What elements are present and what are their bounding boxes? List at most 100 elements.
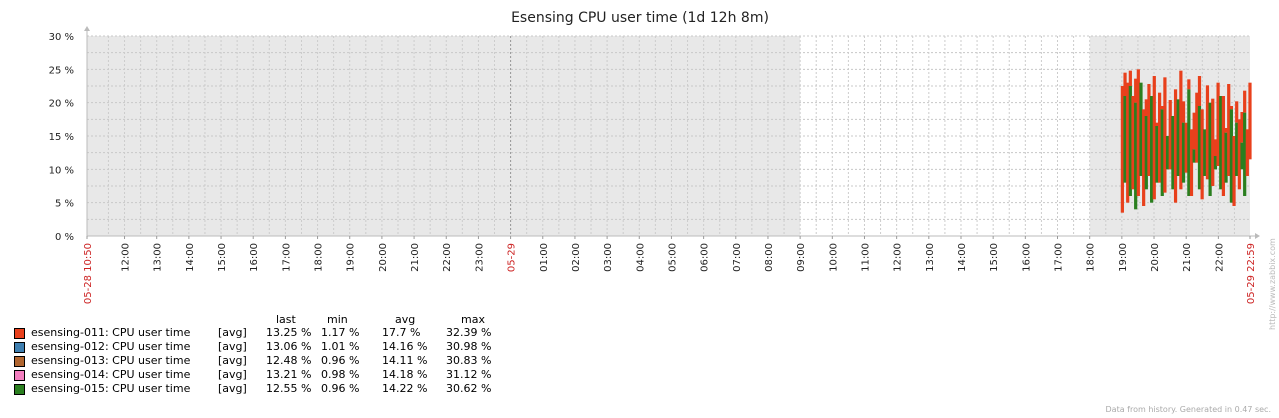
series-011-bar bbox=[1211, 98, 1215, 186]
series-015-bar bbox=[1150, 96, 1154, 203]
series-015-bar bbox=[1160, 109, 1164, 196]
x-tick-label: 21:00 bbox=[1182, 243, 1193, 272]
legend-swatch bbox=[14, 328, 25, 339]
y-tick-label: 10 % bbox=[49, 165, 74, 176]
legend-max: 31.12 % bbox=[446, 368, 492, 381]
legend-last: 12.55 % bbox=[266, 382, 312, 395]
legend-avg: 14.18 % bbox=[382, 368, 428, 381]
x-tick-label: 03:00 bbox=[603, 243, 614, 272]
y-tick-label: 15 % bbox=[49, 132, 74, 143]
series-011-bar bbox=[1216, 82, 1220, 166]
series-015-bar bbox=[1128, 86, 1132, 196]
x-tick-label: 08:00 bbox=[764, 243, 775, 272]
legend-max: 30.62 % bbox=[446, 382, 492, 395]
x-start-label: 05-28 10:50 bbox=[83, 243, 94, 304]
series-011-bar bbox=[1232, 136, 1236, 206]
x-tick-label: 20:00 bbox=[1150, 243, 1161, 272]
series-015-bar bbox=[1240, 142, 1244, 170]
x-midnight-label: 05-29 bbox=[507, 243, 518, 272]
legend-swatch bbox=[14, 356, 25, 367]
legend-series-name: esensing-013: CPU user time bbox=[31, 354, 191, 367]
series-011-bar bbox=[1224, 128, 1228, 133]
x-tick-label: 13:00 bbox=[925, 243, 936, 272]
series-015-bar bbox=[1165, 136, 1170, 170]
x-tick-label: 12:00 bbox=[121, 243, 132, 272]
series-011-bar bbox=[1168, 100, 1172, 170]
legend-avg: 14.16 % bbox=[382, 340, 428, 353]
series-011-bar bbox=[1173, 89, 1178, 203]
legend-min: 1.01 % bbox=[321, 340, 360, 353]
x-tick-label: 22:00 bbox=[1214, 243, 1225, 272]
legend-stat: [avg] bbox=[218, 340, 247, 353]
x-tick-label: 21:00 bbox=[410, 243, 421, 272]
legend-last: 13.21 % bbox=[266, 368, 312, 381]
y-tick-label: 5 % bbox=[55, 199, 74, 210]
series-011-bar bbox=[1221, 96, 1226, 196]
series-015-bar bbox=[1176, 99, 1180, 176]
series-011-bar bbox=[1163, 77, 1167, 193]
x-tick-label: 16:00 bbox=[249, 243, 260, 272]
legend-min: 0.96 % bbox=[321, 354, 360, 367]
legend-stat: [avg] bbox=[218, 354, 247, 367]
x-tick-label: 15:00 bbox=[989, 243, 1000, 272]
x-tick-label: 04:00 bbox=[635, 243, 646, 272]
x-tick-label: 09:00 bbox=[796, 243, 807, 272]
legend-series-name: esensing-011: CPU user time bbox=[31, 326, 191, 339]
series-011-bar bbox=[1160, 106, 1164, 110]
series-015-bar bbox=[1208, 102, 1212, 196]
series-011-bar bbox=[1189, 129, 1194, 196]
series-011-bar bbox=[1147, 84, 1151, 176]
series-011-bar bbox=[1248, 82, 1252, 160]
legend-series-name: esensing-012: CPU user time bbox=[31, 340, 191, 353]
series-015-bar bbox=[1224, 132, 1228, 183]
x-tick-label: 12:00 bbox=[893, 243, 904, 272]
series-015-bar bbox=[1181, 122, 1186, 183]
series-011-bar bbox=[1128, 70, 1132, 86]
y-tick-label: 30 % bbox=[49, 32, 74, 43]
legend-stat: [avg] bbox=[218, 326, 247, 339]
legend-stat: [avg] bbox=[218, 382, 247, 395]
legend-avg: 14.11 % bbox=[382, 354, 428, 367]
legend-series-name: esensing-014: CPU user time bbox=[31, 368, 191, 381]
series-011-bar bbox=[1229, 106, 1233, 110]
series-015-bar bbox=[1213, 156, 1218, 170]
legend-header-min: min bbox=[327, 313, 348, 326]
x-tick-label: 02:00 bbox=[571, 243, 582, 272]
series-011-bar bbox=[1192, 112, 1196, 150]
legend-min: 0.96 % bbox=[321, 382, 360, 395]
series-015-bar bbox=[1123, 96, 1127, 183]
series-011-bar bbox=[1184, 122, 1188, 173]
series-011-bar bbox=[1237, 119, 1241, 190]
legend-last: 13.06 % bbox=[266, 340, 312, 353]
x-tick-label: 20:00 bbox=[378, 243, 389, 272]
series-011-bar bbox=[1181, 101, 1186, 123]
x-tick-label: 14:00 bbox=[957, 243, 968, 272]
x-tick-label: 19:00 bbox=[346, 243, 357, 272]
series-011-bar bbox=[1240, 112, 1244, 143]
legend-stat: [avg] bbox=[218, 368, 247, 381]
series-015-bar bbox=[1219, 96, 1223, 190]
x-tick-label: 10:00 bbox=[828, 243, 839, 272]
x-tick-label: 07:00 bbox=[732, 243, 743, 272]
series-011-bar bbox=[1245, 129, 1249, 176]
x-tick-label: 11:00 bbox=[860, 243, 871, 272]
x-tick-label: 18:00 bbox=[1086, 243, 1097, 272]
x-tick-label: 14:00 bbox=[185, 243, 196, 272]
x-tick-label: 17:00 bbox=[281, 243, 292, 272]
legend-header-avg: avg bbox=[395, 313, 416, 326]
y-tick-label: 25 % bbox=[49, 65, 74, 76]
series-011-bar bbox=[1157, 92, 1162, 183]
y-tick-label: 20 % bbox=[49, 99, 74, 110]
legend-last: 12.48 % bbox=[266, 354, 312, 367]
x-tick-label: 22:00 bbox=[442, 243, 453, 272]
x-tick-label: 06:00 bbox=[700, 243, 711, 272]
series-015-bar bbox=[1229, 109, 1233, 203]
legend-avg: 14.22 % bbox=[382, 382, 428, 395]
series-015-bar bbox=[1187, 89, 1191, 196]
series-015-bar bbox=[1171, 116, 1175, 190]
y-tick-label: 0 % bbox=[55, 232, 74, 243]
zabbix-url: http://www.zabbix.com bbox=[1268, 238, 1277, 330]
series-011-bar bbox=[1144, 99, 1148, 116]
series-011-bar bbox=[1197, 76, 1202, 106]
